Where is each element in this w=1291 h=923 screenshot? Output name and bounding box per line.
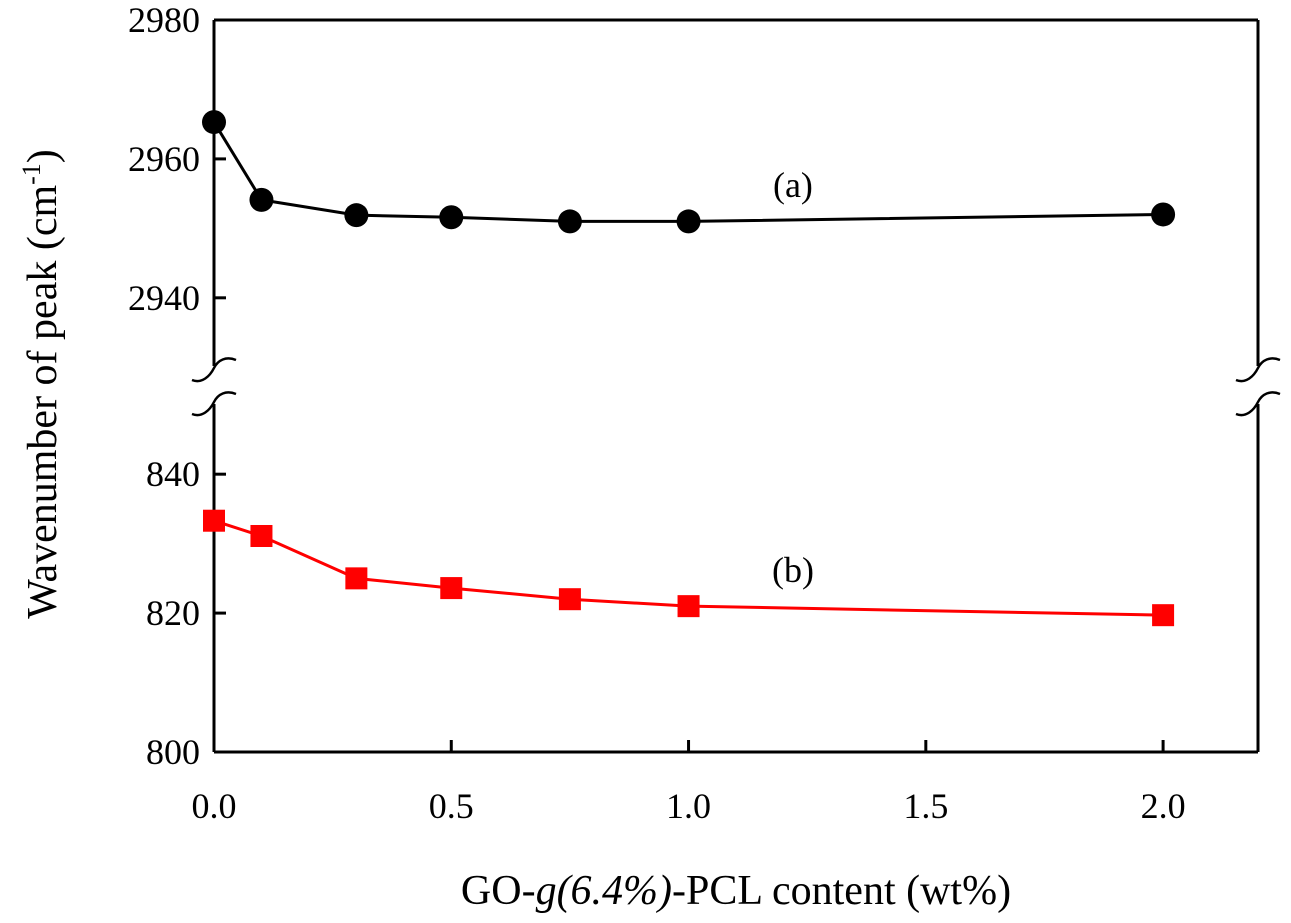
x-axis-title-pre: GO- xyxy=(461,868,536,914)
x-tick-label: 0.5 xyxy=(429,786,474,826)
data-point xyxy=(557,209,582,234)
data-point xyxy=(677,595,700,618)
axis-break-layer xyxy=(191,357,1281,417)
axes-layer xyxy=(212,18,1260,754)
y-tick-label: 2940 xyxy=(128,278,200,318)
y-tick-label: 800 xyxy=(146,732,200,772)
x-tick-label: 1.0 xyxy=(666,786,711,826)
axis-break-right-upper xyxy=(1235,357,1281,383)
data-point xyxy=(1151,202,1176,227)
x-axis-title-italic: g(6.4%) xyxy=(536,868,672,914)
data-point xyxy=(439,205,464,230)
y-tick-label: 2980 xyxy=(128,0,200,40)
x-tick-label: 0.0 xyxy=(192,786,237,826)
y-axis-title-superscript: -1 xyxy=(17,163,46,185)
y-tick-label: 2960 xyxy=(128,139,200,179)
data-point xyxy=(440,577,463,600)
ticks-layer: 0.0 0.5 1.0 1.5 2.0 2940 2960 2980 800 820 840 xyxy=(128,0,1186,826)
x-tick-label: 2.0 xyxy=(1141,786,1186,826)
data-point xyxy=(345,567,368,590)
data-point xyxy=(558,588,581,611)
axis-break-right-lower xyxy=(1235,391,1281,417)
y-tick-label: 820 xyxy=(146,593,200,633)
y-axis-title-close: ) xyxy=(20,149,66,163)
y-axis-title-main: Wavenumber of peak (cm xyxy=(20,185,66,619)
data-point xyxy=(344,203,369,228)
series-label: (a) xyxy=(773,165,813,205)
x-axis-title: GO-g(6.4%)-PCL content (wt%) xyxy=(461,868,1011,914)
data-point xyxy=(676,209,701,234)
x-axis-title-post: -PCL content (wt%) xyxy=(672,868,1011,914)
data-point xyxy=(203,509,225,532)
data-point xyxy=(250,524,273,547)
y-axis-title: Wavenumber of peak (cm-1) xyxy=(17,149,66,619)
data-point xyxy=(202,110,226,135)
data-point xyxy=(249,187,274,212)
data-point xyxy=(1152,604,1175,627)
axis-break-left-upper xyxy=(191,357,237,383)
y-tick-label: 840 xyxy=(146,454,200,494)
series-label: (b) xyxy=(772,550,814,590)
x-tick-label: 1.5 xyxy=(903,786,948,826)
series-layer: (a) (b) xyxy=(202,110,1176,627)
axis-break-left-lower xyxy=(191,391,237,417)
